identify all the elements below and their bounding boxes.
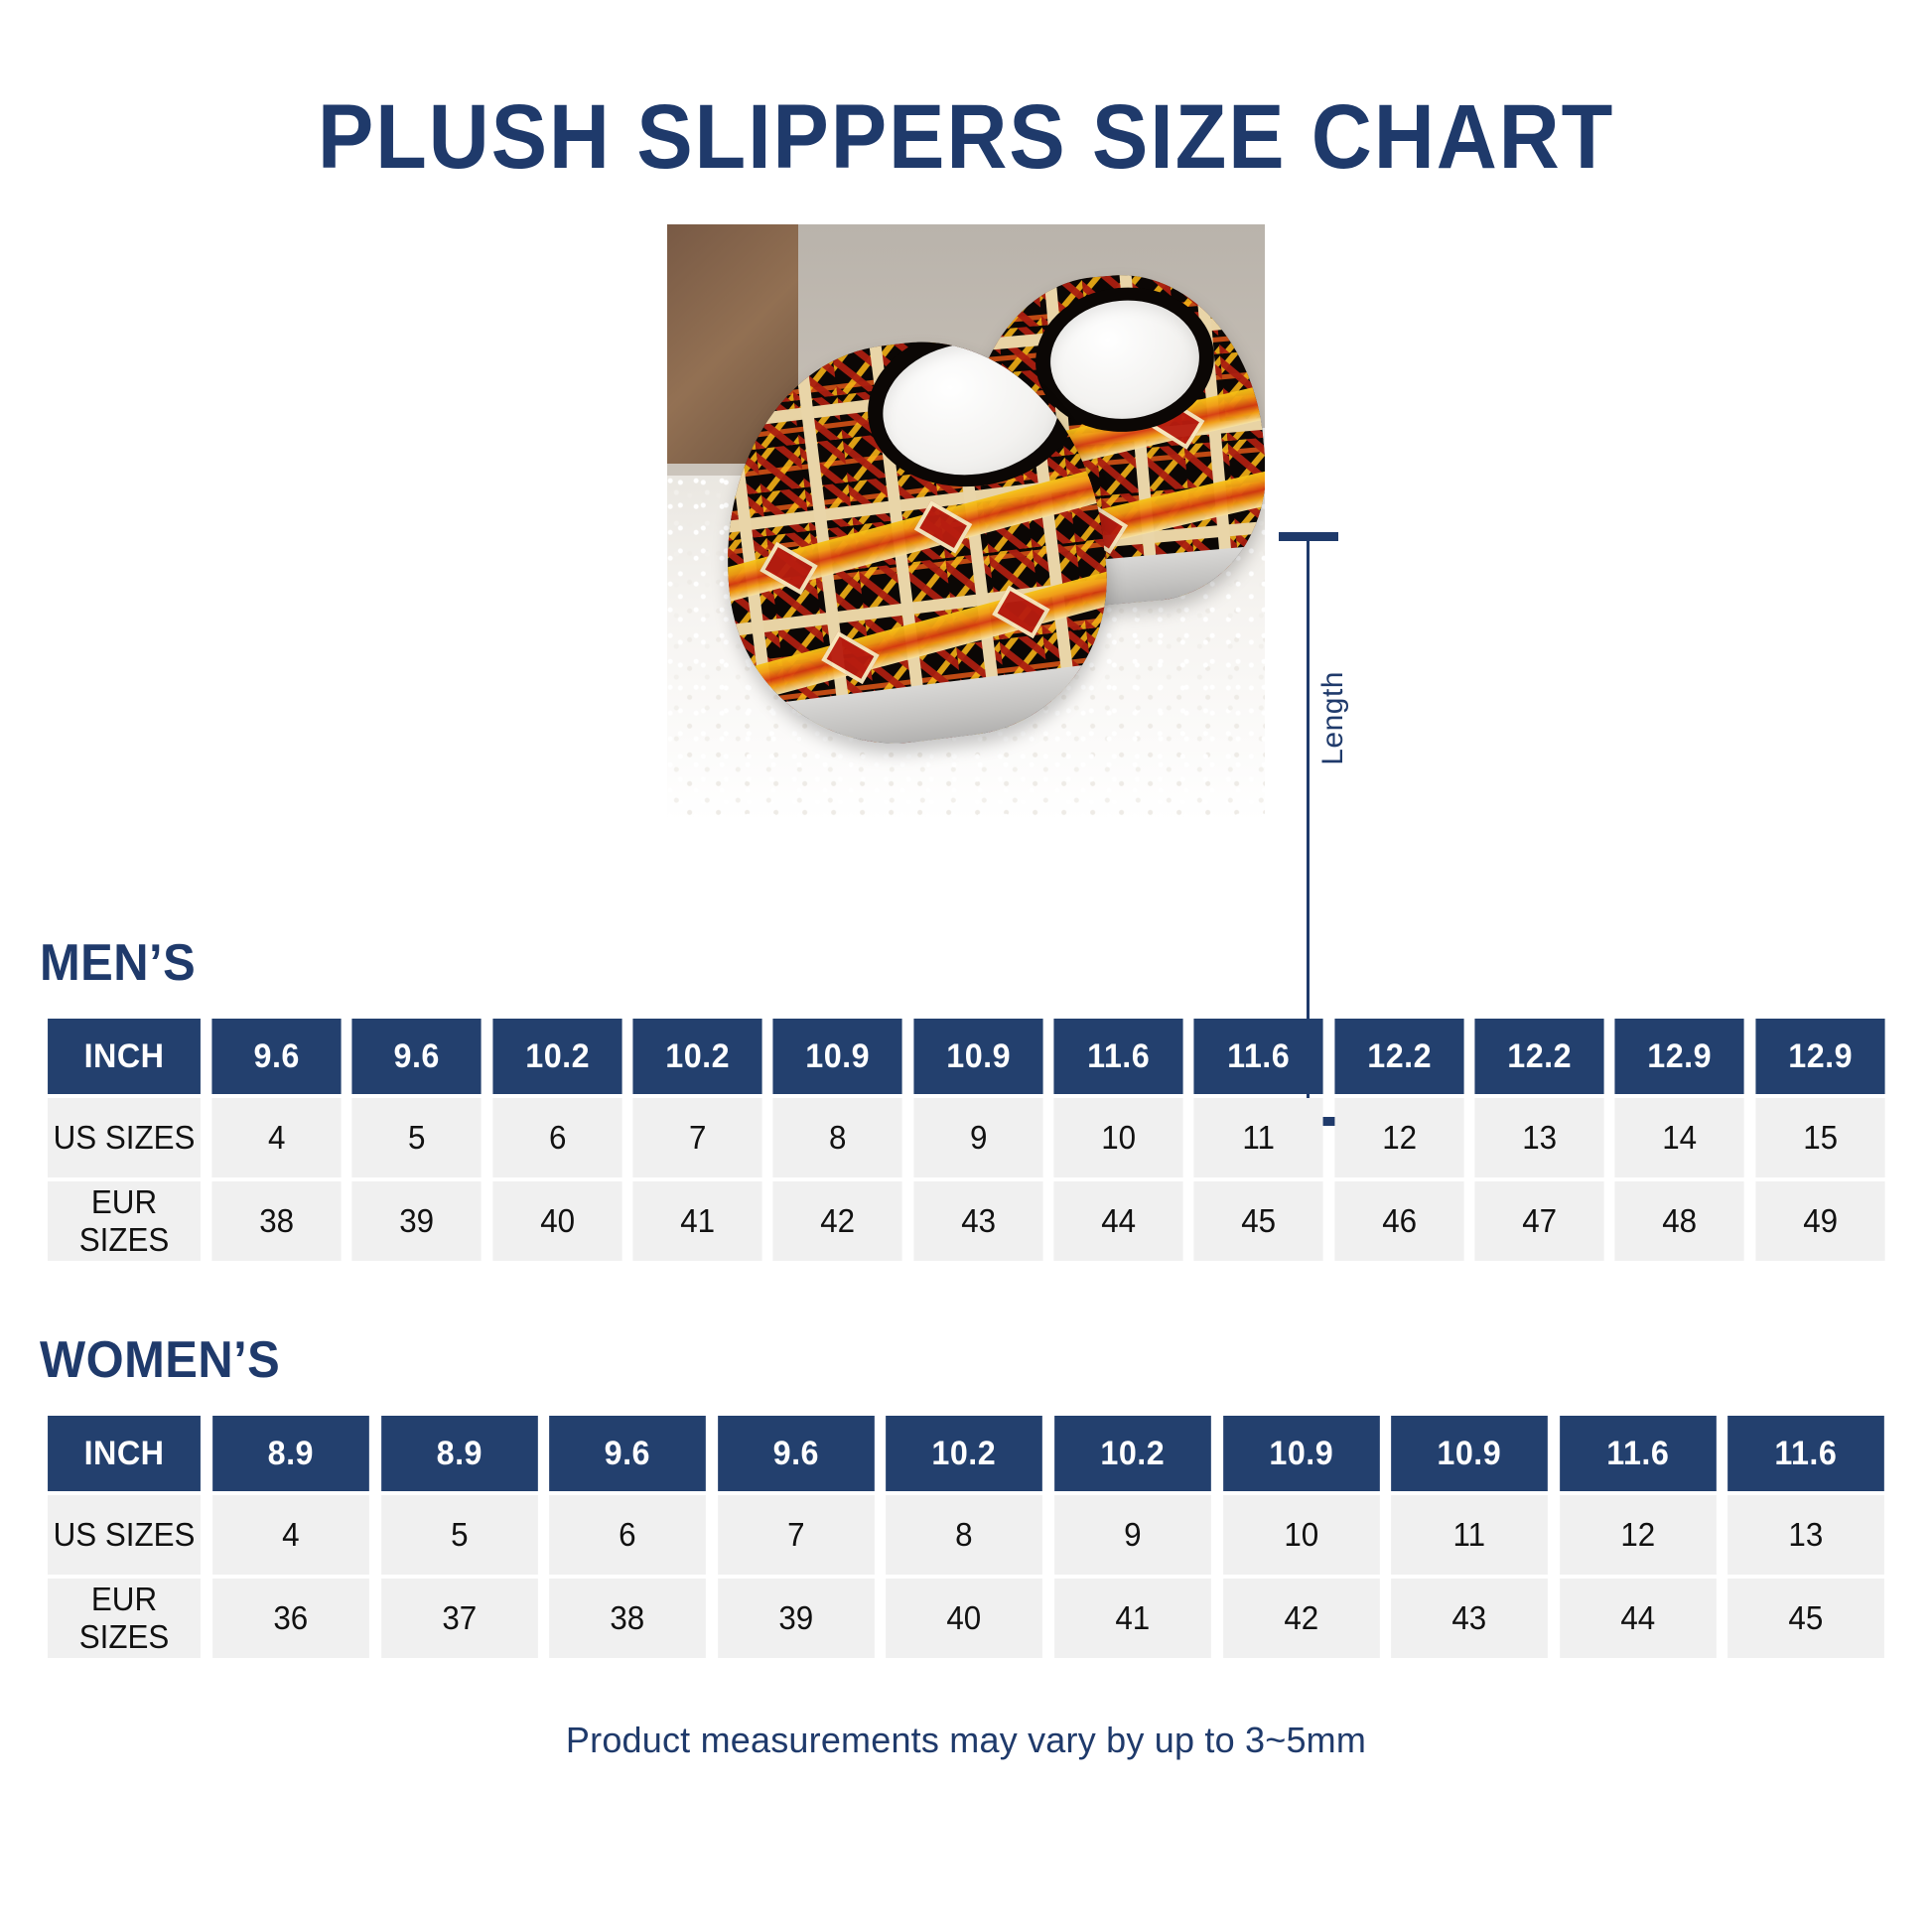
us-size-cell: 12 (1559, 1495, 1717, 1575)
product-hero: Length (0, 224, 1932, 1126)
eur-size-cell: 43 (913, 1181, 1043, 1261)
womens-size-table: INCH 8.9 8.9 9.6 9.6 10.2 10.2 10.9 10.9 11.6 11.6… (40, 1412, 1892, 1662)
us-size-cell: 13 (1474, 1098, 1604, 1177)
eur-size-cell: 39 (351, 1181, 483, 1261)
inch-value-cell: 10.9 (1222, 1416, 1380, 1491)
eur-size-cell: 38 (549, 1579, 706, 1658)
eur-size-cell: 42 (1222, 1579, 1380, 1658)
row-header-eur: EUR SIZES (48, 1181, 201, 1261)
row-header-us: US SIZES (48, 1098, 201, 1177)
eur-size-cell: 45 (1193, 1181, 1324, 1261)
inch-value-cell: 9.6 (717, 1416, 875, 1491)
us-size-cell: 13 (1727, 1495, 1884, 1575)
table-row: EUR SIZES 38 39 40 41 42 43 44 45 46 47 48 49 (44, 1181, 1888, 1261)
eur-size-cell: 41 (632, 1181, 762, 1261)
eur-size-cell: 41 (1054, 1579, 1211, 1658)
us-size-cell: 14 (1614, 1098, 1745, 1177)
inch-value-cell: 10.2 (886, 1416, 1042, 1491)
inch-value-cell: 9.6 (351, 1019, 483, 1094)
eur-size-cell: 44 (1559, 1579, 1717, 1658)
table-row: EUR SIZES 36 37 38 39 40 41 42 43 44 45 (44, 1579, 1888, 1658)
us-size-cell: 12 (1334, 1098, 1464, 1177)
product-photo (667, 224, 1265, 822)
us-size-cell: 10 (1222, 1495, 1380, 1575)
length-label: Length (1316, 671, 1349, 765)
table-header-row: INCH 9.6 9.6 10.2 10.2 10.9 10.9 11.6 11.6 12.2 12… (44, 1019, 1888, 1094)
us-size-cell: 11 (1391, 1495, 1548, 1575)
eur-size-cell: 37 (380, 1579, 538, 1658)
us-size-cell: 6 (492, 1098, 622, 1177)
inch-value-cell: 9.6 (211, 1019, 342, 1094)
inch-value-cell: 11.6 (1053, 1019, 1183, 1094)
row-header-eur: EUR SIZES (48, 1579, 201, 1658)
eur-size-cell: 47 (1474, 1181, 1604, 1261)
eur-size-cell: 44 (1053, 1181, 1183, 1261)
row-header-us: US SIZES (48, 1495, 201, 1575)
us-size-cell: 7 (632, 1098, 762, 1177)
inch-value-cell: 12.9 (1755, 1019, 1885, 1094)
womens-section-title: WOMEN’S (40, 1331, 281, 1389)
eur-size-cell: 39 (717, 1579, 875, 1658)
inch-value-cell: 8.9 (380, 1416, 538, 1491)
row-header-inch: INCH (48, 1019, 201, 1094)
us-size-cell: 11 (1193, 1098, 1324, 1177)
womens-table-body: INCH 8.9 8.9 9.6 9.6 10.2 10.2 10.9 10.9 11.6 11.6… (44, 1416, 1888, 1658)
eur-size-cell: 45 (1727, 1579, 1884, 1658)
table-row: US SIZES 4 5 6 7 8 9 10 11 12 13 (44, 1495, 1888, 1575)
inch-value-cell: 12.2 (1334, 1019, 1464, 1094)
inch-value-cell: 10.9 (772, 1019, 903, 1094)
eur-size-cell: 40 (886, 1579, 1042, 1658)
mens-section: MEN’S INCH 9.6 9.6 10.2 10.2 10.9 10.9 11.6 11.6… (0, 933, 1932, 1265)
inch-value-cell: 11.6 (1193, 1019, 1324, 1094)
mens-table-body: INCH 9.6 9.6 10.2 10.2 10.9 10.9 11.6 11.6 12.2 12… (44, 1019, 1888, 1261)
eur-size-cell: 38 (211, 1181, 342, 1261)
table-row: US SIZES 4 5 6 7 8 9 10 11 12 13 14 15 (44, 1098, 1888, 1177)
row-header-inch: INCH (48, 1416, 201, 1491)
mens-section-title: MEN’S (40, 934, 197, 992)
us-size-cell: 4 (211, 1098, 342, 1177)
inch-value-cell: 10.2 (1054, 1416, 1211, 1491)
us-size-cell: 6 (549, 1495, 706, 1575)
inch-value-cell: 10.2 (632, 1019, 762, 1094)
dimension-cap-top (1279, 532, 1338, 541)
womens-section: WOMEN’S INCH 8.9 8.9 9.6 9.6 10.2 10.2 10.9 10.9… (0, 1330, 1932, 1662)
us-size-cell: 10 (1053, 1098, 1183, 1177)
inch-value-cell: 10.9 (913, 1019, 1043, 1094)
inch-value-cell: 11.6 (1727, 1416, 1884, 1491)
inch-value-cell: 8.9 (212, 1416, 369, 1491)
table-header-row: INCH 8.9 8.9 9.6 9.6 10.2 10.2 10.9 10.9 11.6 11.6 (44, 1416, 1888, 1491)
us-size-cell: 5 (380, 1495, 538, 1575)
eur-size-cell: 43 (1391, 1579, 1548, 1658)
inch-value-cell: 10.9 (1391, 1416, 1548, 1491)
slipper-front (702, 322, 1125, 762)
mens-size-table: INCH 9.6 9.6 10.2 10.2 10.9 10.9 11.6 11.6 12.2 12… (40, 1015, 1892, 1265)
eur-size-cell: 46 (1334, 1181, 1464, 1261)
inch-value-cell: 9.6 (549, 1416, 706, 1491)
us-size-cell: 8 (772, 1098, 903, 1177)
inch-value-cell: 12.2 (1474, 1019, 1604, 1094)
us-size-cell: 9 (1054, 1495, 1211, 1575)
eur-size-cell: 40 (492, 1181, 622, 1261)
us-size-cell: 9 (913, 1098, 1043, 1177)
inch-value-cell: 12.9 (1614, 1019, 1745, 1094)
eur-size-cell: 36 (212, 1579, 369, 1658)
eur-size-cell: 49 (1755, 1181, 1885, 1261)
inch-value-cell: 11.6 (1559, 1416, 1717, 1491)
us-size-cell: 15 (1755, 1098, 1885, 1177)
measurement-note: Product measurements may vary by up to 3… (565, 1720, 1367, 1760)
us-size-cell: 5 (351, 1098, 483, 1177)
us-size-cell: 7 (717, 1495, 875, 1575)
us-size-cell: 8 (886, 1495, 1042, 1575)
us-size-cell: 4 (212, 1495, 369, 1575)
eur-size-cell: 48 (1614, 1181, 1745, 1261)
page-title: PLUSH SLIPPERS SIZE CHART (317, 86, 1615, 188)
inch-value-cell: 10.2 (492, 1019, 622, 1094)
eur-size-cell: 42 (772, 1181, 903, 1261)
